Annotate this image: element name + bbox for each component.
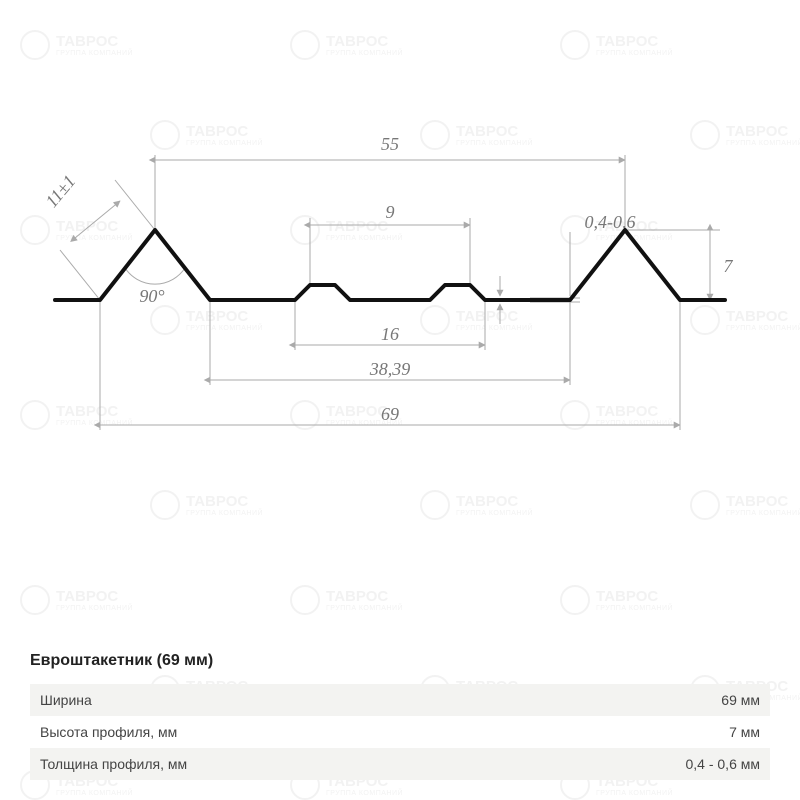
spec-table: Евроштакетник (69 мм) Ширина 69 мм Высот…: [30, 652, 770, 780]
dim-angle: 90°: [125, 268, 185, 306]
svg-text:90°: 90°: [139, 286, 164, 306]
row-label: Высота профиля, мм: [40, 724, 177, 740]
svg-text:7: 7: [724, 256, 734, 276]
dim-bump-top: 9: [310, 202, 470, 285]
svg-text:0,4-0,6: 0,4-0,6: [585, 212, 636, 232]
svg-text:55: 55: [381, 134, 399, 154]
svg-text:69: 69: [381, 404, 399, 424]
row-label: Ширина: [40, 692, 92, 708]
svg-text:38,39: 38,39: [369, 359, 411, 379]
svg-text:9: 9: [386, 202, 395, 222]
table-row: Толщина профиля, мм 0,4 - 0,6 мм: [30, 748, 770, 780]
dim-span16: 16: [295, 300, 485, 350]
profile-diagram: 55 11±1 9 0,4-0,6 7 90°: [0, 0, 800, 520]
row-value: 0,4 - 0,6 мм: [685, 756, 760, 772]
spec-table-title: Евроштакетник (69 мм): [30, 652, 770, 670]
row-value: 7 мм: [729, 724, 760, 740]
row-label: Толщина профиля, мм: [40, 756, 187, 772]
dim-peak-width: 11±1: [41, 171, 155, 300]
table-row: Ширина 69 мм: [30, 684, 770, 716]
dim-height: 7: [625, 230, 734, 300]
table-row: Высота профиля, мм 7 мм: [30, 716, 770, 748]
svg-text:11±1: 11±1: [41, 171, 79, 211]
dim-thickness: 0,4-0,6: [500, 212, 636, 324]
row-value: 69 мм: [721, 692, 760, 708]
svg-text:16: 16: [381, 324, 399, 344]
